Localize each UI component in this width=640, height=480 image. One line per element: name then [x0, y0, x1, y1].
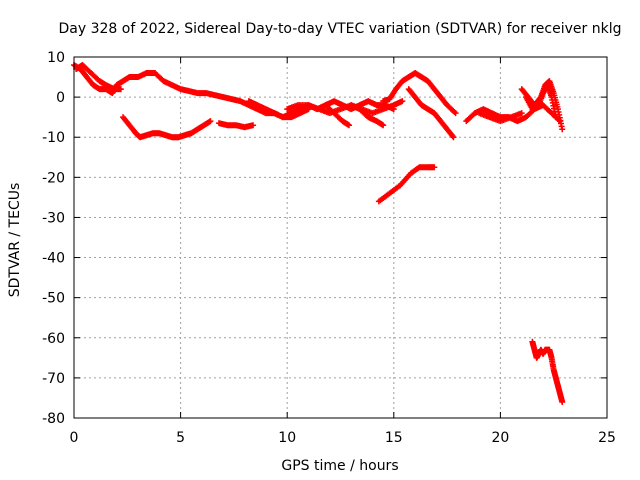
data-point	[451, 109, 458, 116]
data-point	[117, 86, 124, 93]
plot-frame	[73, 56, 608, 419]
series-arc-4	[215, 120, 257, 131]
data-point	[452, 110, 459, 117]
data-point	[559, 126, 566, 133]
data-point	[450, 134, 457, 141]
y-ticks: 10 0 -10 -20 -30 -40 -50 -60 -70 -80	[42, 50, 607, 427]
x-tick-label: 15	[385, 430, 403, 446]
series-arc-9	[380, 70, 459, 117]
data-point	[250, 122, 257, 129]
series-arc-2	[73, 62, 124, 93]
y-tick-label: -30	[42, 210, 65, 226]
x-axis-label: GPS time / hours	[281, 458, 398, 474]
y-tick-label: -70	[42, 371, 65, 387]
series-arc-13	[476, 110, 525, 125]
x-ticks: 0 5 10 15 20 25	[70, 57, 616, 446]
x-tick-label: 20	[491, 430, 509, 446]
series-arc-15	[522, 82, 559, 121]
y-axis-label: SDTVAR / TECUs	[7, 183, 23, 298]
y-tick-label: -20	[42, 170, 65, 186]
data-point	[346, 122, 353, 129]
series-arc-8	[348, 102, 387, 129]
data-point	[559, 398, 566, 405]
data-point	[207, 118, 214, 125]
data-marks	[71, 62, 566, 405]
data-point	[399, 98, 406, 105]
y-tick-label: 10	[47, 50, 65, 66]
data-point	[449, 133, 456, 140]
series-arc-10	[405, 86, 457, 141]
y-tick-label: -10	[42, 130, 65, 146]
data-point	[431, 164, 438, 171]
series-arc-16	[529, 338, 566, 405]
y-tick-label: 0	[56, 90, 65, 106]
series-arc-11	[375, 164, 438, 205]
data-point	[552, 114, 559, 121]
series-arc-3	[120, 114, 214, 141]
x-tick-label: 25	[598, 430, 616, 446]
data-point	[380, 122, 387, 129]
y-tick-label: -40	[42, 251, 65, 267]
x-tick-label: 0	[70, 430, 79, 446]
series-arc-7	[322, 102, 353, 129]
chart-title: Day 328 of 2022, Sidereal Day-to-day VTE…	[59, 21, 622, 37]
grid	[74, 57, 607, 418]
y-tick-label: -80	[42, 411, 65, 427]
x-tick-label: 10	[278, 430, 296, 446]
y-tick-label: -60	[42, 331, 65, 347]
x-tick-label: 5	[176, 430, 185, 446]
y-tick-label: -50	[42, 291, 65, 307]
data-point	[518, 110, 525, 117]
